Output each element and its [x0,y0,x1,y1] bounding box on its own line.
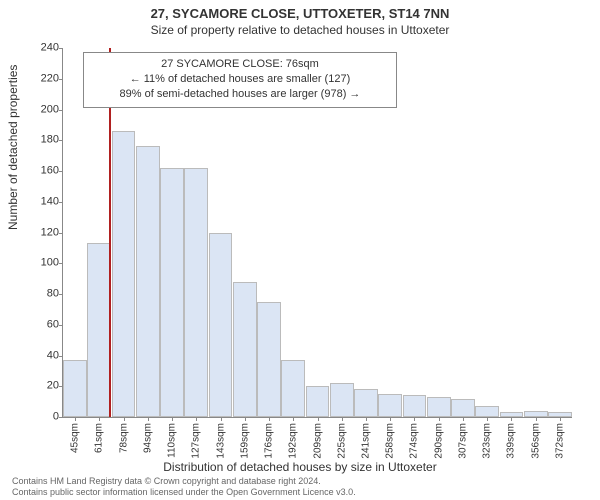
x-tick-label: 127sqm [191,423,202,459]
x-axis-label: Distribution of detached houses by size … [0,460,600,474]
x-tick-mark [414,417,415,421]
x-tick-label: 372sqm [554,423,565,459]
x-tick-label: 94sqm [142,423,153,453]
x-tick-label: 176sqm [264,423,275,459]
y-tick-mark [59,294,63,295]
x-tick-mark [439,417,440,421]
x-tick-label: 307sqm [457,423,468,459]
x-tick-mark [245,417,246,421]
histogram-bar [354,389,378,417]
y-tick-mark [59,110,63,111]
x-tick-label: 78sqm [118,423,129,453]
y-tick-mark [59,140,63,141]
histogram-bar [112,131,136,417]
x-tick-mark [221,417,222,421]
x-tick-label: 45sqm [70,423,81,453]
chart-title: 27, SYCAMORE CLOSE, UTTOXETER, ST14 7NN [0,0,600,21]
x-tick-label: 339sqm [506,423,517,459]
x-tick-label: 110sqm [167,423,178,458]
x-tick-mark [196,417,197,421]
histogram-bar [87,243,111,417]
histogram-bar [281,360,305,417]
x-tick-label: 274sqm [409,423,420,459]
y-tick-mark [59,79,63,80]
x-tick-label: 192sqm [288,423,299,459]
histogram-bar [306,386,330,417]
x-tick-label: 323sqm [482,423,493,459]
x-tick-mark [269,417,270,421]
info-line-size: 27 SYCAMORE CLOSE: 76sqm [92,57,387,72]
x-tick-mark [172,417,173,421]
x-tick-mark [318,417,319,421]
info-line-smaller: ← 11% of detached houses are smaller (12… [92,72,387,87]
histogram-bar [233,282,257,417]
histogram-bar [209,233,233,418]
x-tick-label: 225sqm [336,423,347,459]
x-tick-mark [511,417,512,421]
histogram-bar [427,397,451,417]
x-tick-mark [390,417,391,421]
chart-plot-area: 020406080100120140160180200220240 45sqm6… [62,48,572,418]
y-axis-label: Number of detached properties [6,65,20,230]
x-tick-mark [487,417,488,421]
property-info-box: 27 SYCAMORE CLOSE: 76sqm ← 11% of detach… [83,52,396,108]
chart-subtitle: Size of property relative to detached ho… [0,21,600,37]
y-tick-mark [59,263,63,264]
attribution-text: Contains HM Land Registry data © Crown c… [12,476,356,498]
x-tick-label: 61sqm [94,423,105,453]
x-tick-label: 159sqm [239,423,250,459]
x-tick-mark [560,417,561,421]
x-tick-label: 356sqm [530,423,541,459]
info-line-larger: 89% of semi-detached houses are larger (… [92,87,387,102]
histogram-bar [63,360,87,417]
histogram-bar [403,395,427,417]
y-tick-mark [59,171,63,172]
x-tick-mark [99,417,100,421]
x-tick-mark [148,417,149,421]
x-tick-mark [342,417,343,421]
x-tick-label: 241sqm [360,423,371,459]
histogram-bar [160,168,184,417]
x-tick-label: 290sqm [433,423,444,459]
attribution-line-1: Contains HM Land Registry data © Crown c… [12,476,356,487]
histogram-bar [330,383,354,417]
histogram-bar [136,146,160,417]
x-tick-label: 209sqm [312,423,323,459]
y-tick-mark [59,202,63,203]
x-tick-mark [75,417,76,421]
y-tick-mark [59,233,63,234]
y-tick-mark [59,325,63,326]
histogram-bar [378,394,402,417]
histogram-bar [475,406,499,417]
histogram-bar [184,168,208,417]
x-tick-mark [463,417,464,421]
x-tick-label: 143sqm [215,423,226,459]
histogram-bar [257,302,281,417]
y-tick-mark [59,356,63,357]
attribution-line-2: Contains public sector information licen… [12,487,356,498]
x-tick-mark [536,417,537,421]
histogram-bar [451,399,475,417]
y-tick-mark [59,417,63,418]
y-tick-mark [59,48,63,49]
x-tick-mark [366,417,367,421]
y-tick-mark [59,386,63,387]
x-tick-label: 258sqm [385,423,396,459]
x-tick-mark [293,417,294,421]
x-tick-mark [124,417,125,421]
